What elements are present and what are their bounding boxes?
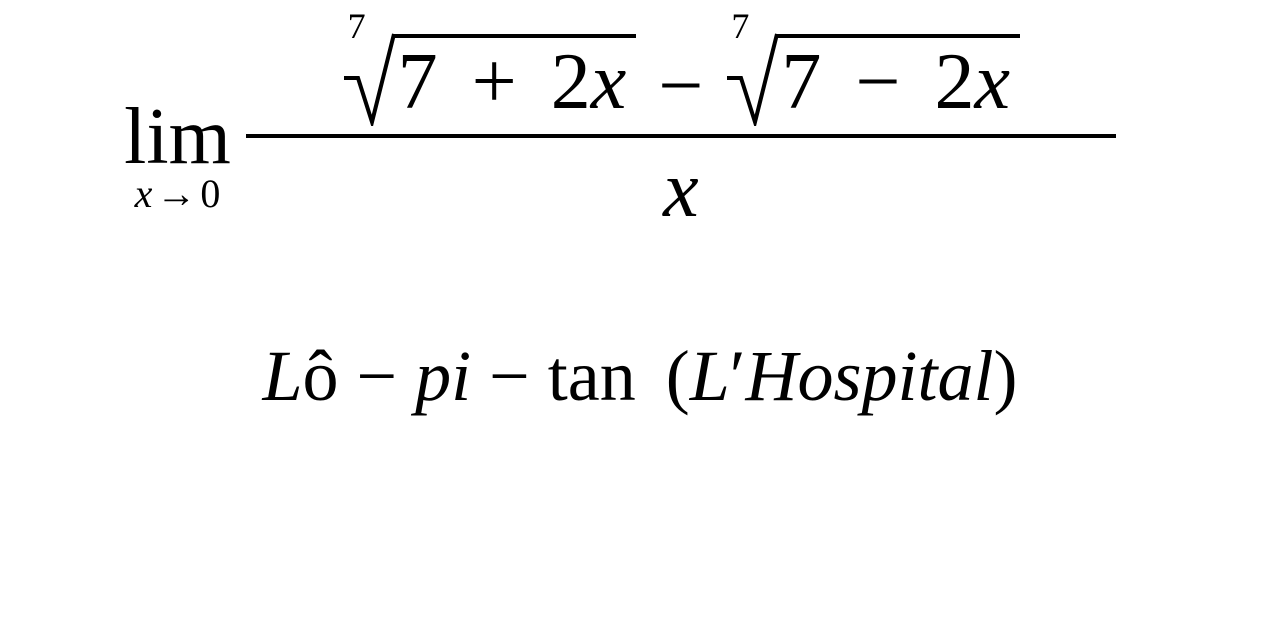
note-line: Lô − pi − tan (L′Hospital) — [262, 335, 1017, 418]
note-dash-1: − — [357, 335, 398, 418]
root-index-1: 7 — [348, 8, 366, 44]
radicand-1-op: + — [472, 38, 517, 126]
radicand-2-a: 7 — [781, 38, 821, 126]
radicand-2-b: 2 — [935, 38, 975, 126]
limit-subscript: x → 0 — [135, 174, 221, 214]
note-L1: L — [262, 335, 302, 418]
limit-operator-block: lim x → 0 — [124, 97, 231, 214]
numerator-minus: − — [658, 46, 703, 126]
limit-arrow: → — [156, 174, 196, 214]
root-index-2: 7 — [731, 8, 749, 44]
note-pi: pi — [415, 335, 471, 418]
radicand-1: 7 + 2x — [394, 34, 637, 126]
limit-variable: x — [135, 174, 153, 214]
limit-expression: lim x → 0 7 7 + 2x − 7 — [124, 30, 1116, 230]
note-dash-2: − — [489, 335, 530, 418]
radicand-2: 7 − 2x — [777, 34, 1020, 126]
root-block-2: 7 7 − 2x — [725, 30, 1020, 126]
radicand-1-a: 7 — [398, 38, 438, 126]
numerator: 7 7 + 2x − 7 7 − 2x — [342, 30, 1020, 134]
radicand-1-b: 2 — [551, 38, 591, 126]
note-ohat: ô — [303, 335, 339, 418]
paren-close: ) — [994, 335, 1018, 418]
denominator: x — [663, 138, 699, 230]
limit-operator: lim — [124, 97, 231, 177]
fraction: 7 7 + 2x − 7 7 − 2x — [246, 30, 1116, 230]
radicand-2-op: − — [855, 38, 900, 126]
note-apostrophe: ′ — [730, 335, 746, 418]
limit-target: 0 — [200, 174, 220, 214]
note-L2: L — [690, 335, 730, 418]
note-tan: tan — [548, 335, 636, 418]
root-block-1: 7 7 + 2x — [342, 30, 637, 126]
radicand-1-var: x — [591, 38, 627, 126]
paren-open: ( — [666, 335, 690, 418]
radicand-2-var: x — [975, 38, 1011, 126]
note-hospital: Hospital — [746, 335, 994, 418]
